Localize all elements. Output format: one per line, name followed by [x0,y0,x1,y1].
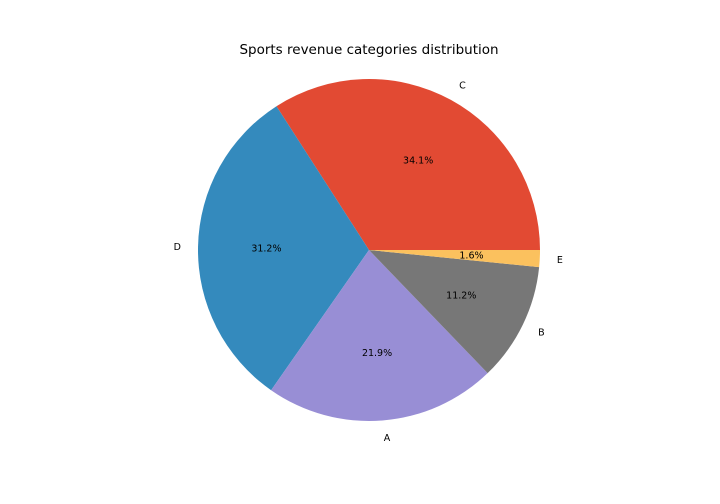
slice-percent-d: 31.2% [251,244,281,255]
slice-label-b: B [538,328,545,339]
slice-label-a: A [384,433,391,444]
pie-slice-e [369,250,540,268]
slice-percent-c: 34.1% [403,155,433,166]
slice-percent-b: 11.2% [446,290,476,301]
pie-slices [197,78,541,422]
slice-percent-e: 1.6% [459,251,483,262]
slice-label-e: E [557,255,563,266]
pie-labels: C 34.1% D 31.2% A 21.9% B 11.2% E 1.6% [174,80,563,444]
pie-slice-b [369,250,540,374]
slice-label-c: C [459,80,466,91]
pie-slice-a [271,250,488,422]
pie-slice-d [197,106,369,391]
pie-slice-c [276,78,541,251]
slice-label-d: D [174,242,181,253]
slice-percent-a: 21.9% [362,348,392,359]
chart-title: Sports revenue categories distribution [239,42,498,58]
